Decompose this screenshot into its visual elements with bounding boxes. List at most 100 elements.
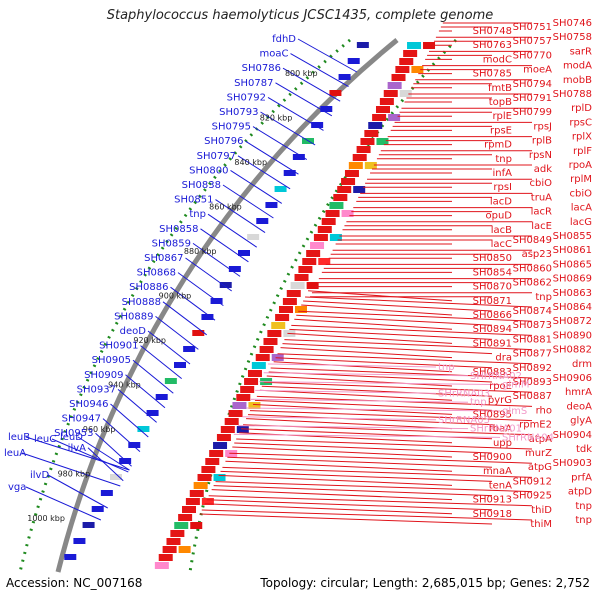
reverse-feature-band [329,202,344,209]
gene-label: rplX [572,132,592,143]
gene-label: SH0883 [473,367,512,378]
gene-label: SH0925 [513,491,552,502]
gene-label: SH0947 [62,414,101,425]
reverse-feature-band [302,258,317,265]
label-leader [227,456,493,468]
gene-label: atpG [528,462,552,473]
forward-feature-band [192,330,205,336]
reverse-feature-band [255,354,270,361]
gene-label: SH0890 [553,330,592,341]
gene-label: asp23 [522,249,552,260]
reverse-feature-band [205,458,220,465]
gene-label: SH0912 [513,476,552,487]
gene-label: rpoE [489,381,512,392]
label-leader [77,436,130,471]
gene-label: SH0861 [553,245,592,256]
kbp-tick-label: 800 kbp [285,69,318,78]
label-leader [248,414,493,426]
label-leader [229,452,533,464]
label-leader [233,433,501,438]
gene-label: SH0888 [122,297,161,308]
reverse-feature-band [286,290,301,297]
gene-label: tnp [495,154,512,165]
gene-label: sarR [570,46,592,57]
label-leader [225,460,453,472]
label-leader [297,38,358,73]
gene-label: SH0892 [513,363,552,374]
label-leader [204,503,453,515]
label-leader [51,438,129,473]
gene-label: leuC [34,434,56,445]
reverse-feature-band [341,210,354,217]
label-leader [200,228,249,263]
gene-label: SH0849 [513,235,552,246]
label-leader [170,286,216,321]
gc-content-inner-arc [18,38,351,573]
reverse-feature-band [236,394,251,401]
reverse-feature-band [375,106,390,113]
gene-label: rpsJ [533,121,552,132]
forward-gene-labels: fdhD moaC SH0786 SH0787 SH0792 SH0793 SH0795 SH… [4,34,296,493]
label-leader [185,257,233,292]
reverse-feature-band [189,490,204,497]
gene-label: SH0894 [473,324,512,335]
label-leader [275,82,333,117]
gene-label: deoA [567,401,593,412]
label-leader [238,425,469,430]
gene-label: rplM [570,174,592,185]
gene-label: SH0748 [473,26,512,37]
gene-label: lacB [491,225,512,236]
label-leader [277,353,533,365]
forward-feature-band [82,522,95,528]
gene-label: SH0887 [513,391,552,402]
label-leader [140,345,182,379]
rna-label: SHrRNA02 [470,371,522,382]
gene-label: SH0858 [159,224,198,235]
gene-label: rplE [492,111,512,122]
reverse-feature-band [379,98,394,105]
label-leader [246,418,453,430]
label-leader [308,290,453,302]
gene-label: SH0838 [182,180,221,191]
gc-content-outer-arc [188,38,458,573]
gene-label: SH0895 [473,409,512,420]
gene-label: SH0946 [69,399,108,410]
gene-label: atpA [529,434,552,445]
kbp-tick-label: 960 kbp [83,425,116,434]
gene-label: atpD [568,487,592,498]
reverse-feature-band [236,426,249,433]
gene-label: topB [489,97,512,108]
reverse-feature-band [306,282,319,289]
gene-label: rpmD [484,140,512,151]
gene-label: SH0793 [219,107,258,118]
gene-label: SH0792 [227,92,266,103]
gene-label: SH0905 [92,355,131,366]
reverse-feature-band [182,506,197,513]
accession-text: Accession: NC_007168 [6,576,143,590]
gene-label: tnp [189,209,206,220]
forward-feature-band [329,90,342,96]
label-leader [95,432,132,467]
gene-label: SH0889 [114,311,153,322]
forward-feature-band [164,378,177,384]
gene-label: rpsC [569,117,592,128]
gene-label: SH0913 [473,495,512,506]
label-leader [259,389,453,401]
gene-label: SH0868 [137,268,176,279]
label-leader [267,96,324,131]
forward-feature-band [201,314,214,320]
reverse-feature-band [344,170,359,177]
label-leader [246,407,501,412]
label-leader [220,470,493,482]
reverse-feature-band [372,114,387,121]
gene-label: tnp [535,292,552,303]
gene-label: rpsI [493,182,512,193]
gene-label: rplF [573,146,592,157]
forward-feature-band [219,282,232,288]
gene-label: SH0866 [473,310,512,321]
kbp-tick-label: 820 kbp [260,114,293,123]
label-leader [215,481,533,493]
gene-label: SH0953 [54,428,93,439]
gene-label: rplD [571,103,592,114]
